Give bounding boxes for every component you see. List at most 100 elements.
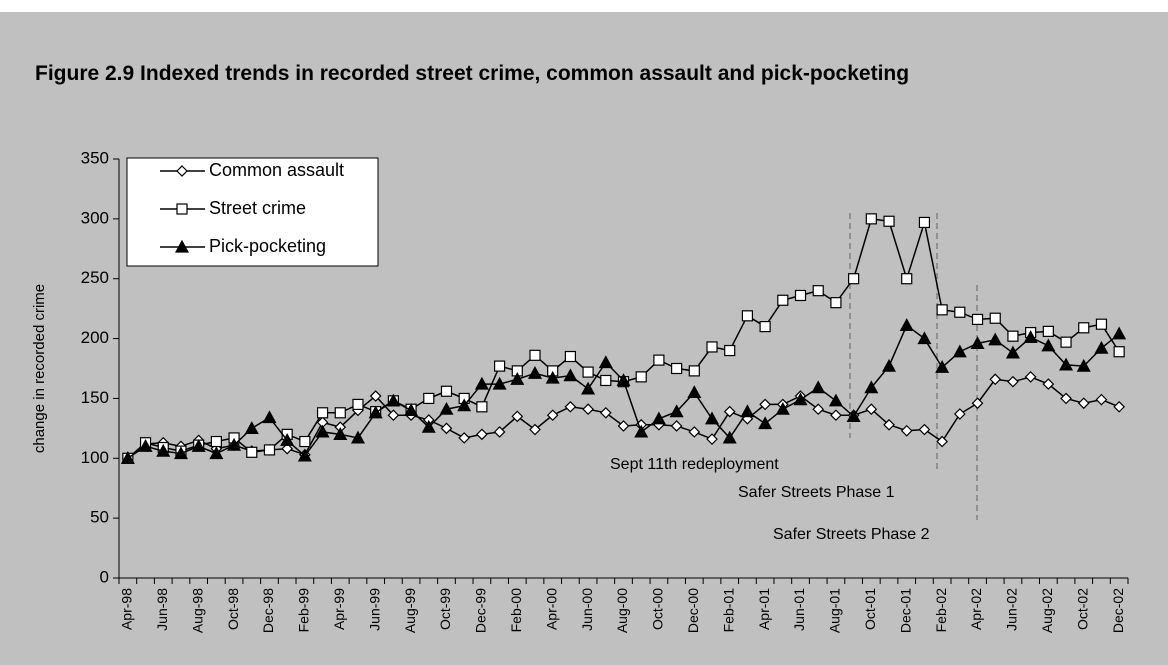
marker [476,401,488,413]
x-tick-label: Dec-00 [685,588,701,633]
marker [174,239,190,253]
marker [1023,330,1038,343]
x-tick-label: Aug-01 [827,588,843,633]
x-tick-label: Dec-98 [260,588,276,633]
marker [529,423,541,436]
marker [510,372,525,385]
series [120,318,1127,464]
marker [493,426,506,438]
marker [440,422,453,435]
marker [315,424,330,438]
marker [545,370,560,384]
y-tick-label: 350 [81,148,109,167]
marker [281,442,294,455]
marker [848,273,860,285]
x-tick-label: Oct-99 [437,588,453,630]
marker [316,407,329,419]
marker [458,432,471,444]
marker [1024,371,1037,383]
marker [918,423,931,436]
marker [688,426,701,438]
x-tick-label: Feb-99 [296,588,312,633]
marker [741,310,754,322]
marker [297,448,312,462]
marker [386,393,401,407]
marker [882,358,897,372]
marker [1005,345,1020,359]
annotation: Safer Streets Phase 2 [773,526,930,543]
marker [476,428,488,441]
legend-box [126,157,379,267]
marker [191,439,206,452]
marker [901,273,913,285]
marker [775,401,790,415]
marker [457,398,472,412]
x-tick-label: Feb-02 [933,588,949,633]
marker [599,406,612,419]
marker [634,424,649,438]
marker [952,344,967,358]
marker [759,321,771,333]
marker [989,373,1002,386]
y-tick-label: 0 [100,567,109,586]
marker [423,392,435,405]
marker [758,416,773,430]
marker [651,411,666,425]
marker [1113,346,1125,358]
marker [687,385,702,399]
marker [176,165,188,177]
marker [688,365,700,377]
x-tick-label: Feb-01 [720,588,736,633]
marker [1042,378,1055,390]
x-tick-label: Feb-00 [508,588,524,633]
line [127,324,1120,459]
marker [812,285,824,297]
marker [262,410,277,424]
marker [511,410,524,423]
marker [546,409,559,422]
marker [1112,326,1127,340]
marker [706,433,718,445]
marker [210,435,222,448]
marker [954,306,966,318]
marker [1042,325,1054,337]
x-tick-label: Oct-00 [650,588,666,630]
marker [1094,340,1109,354]
x-tick-label: Apr-98 [119,588,135,630]
marker [582,366,594,378]
marker [1041,338,1056,352]
marker [404,403,419,416]
marker [598,355,613,369]
marker [582,403,594,416]
x-tick-label: Oct-01 [862,588,878,630]
x-tick-label: Jun-01 [791,588,807,631]
x-tick-label: Jun-00 [579,588,595,631]
y-axis-label: change in recorded crime [31,284,48,453]
marker [527,366,543,379]
marker [564,400,577,413]
marker [759,398,771,411]
marker [1078,322,1090,334]
y-tick-label: 200 [81,328,109,347]
x-tick-label: Dec-02 [1110,588,1126,633]
x-tick-label: Aug-99 [402,588,418,633]
marker [935,360,950,373]
x-tick-label: Aug-02 [1039,588,1055,633]
marker [865,213,877,225]
marker [492,376,507,390]
marker [988,332,1003,346]
marker [812,403,825,416]
y-tick-label: 100 [81,448,109,467]
marker [280,433,295,446]
x-tick-label: Aug-98 [189,588,205,633]
marker [1007,375,1019,388]
marker [263,444,276,456]
marker [669,404,684,418]
marker [421,419,436,433]
marker [529,349,541,361]
marker [246,446,258,458]
marker [138,439,153,452]
x-tick-label: Oct-98 [225,588,241,630]
marker [439,401,454,415]
